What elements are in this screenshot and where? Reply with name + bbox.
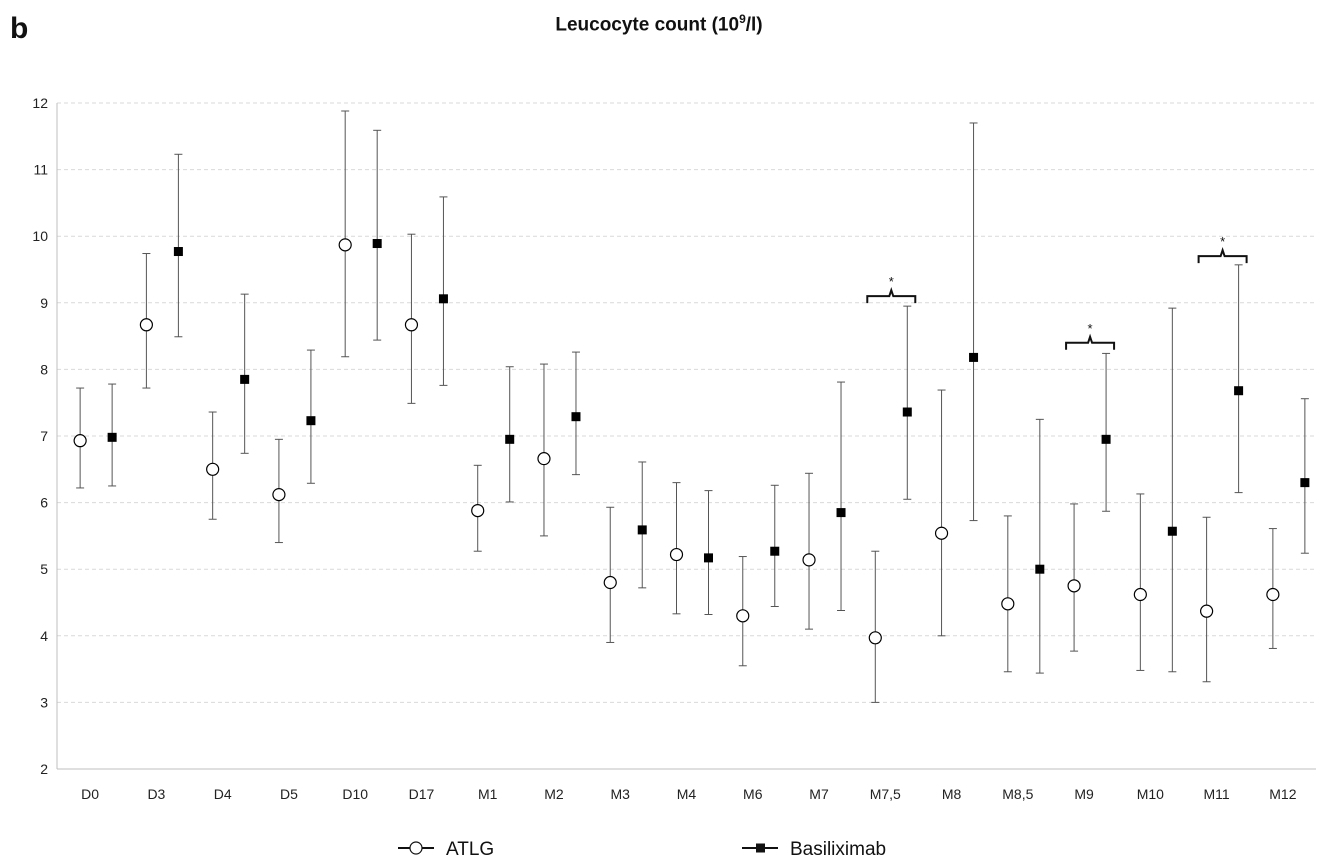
x-tick-label: M7,5 bbox=[870, 786, 901, 802]
axes: 2 3 4 5 6 7 8 9 10 11 12 D0 D3 D4 D5 D10 D17 M1 M2 M3 M4 M6 M7… bbox=[32, 95, 1316, 802]
grid-lines bbox=[57, 102, 1316, 703]
atlg-point bbox=[868, 631, 882, 645]
atlg-point bbox=[1266, 587, 1280, 602]
basiliximab-point bbox=[372, 239, 382, 249]
x-tick-label: D0 bbox=[81, 786, 99, 802]
y-tick-label: 9 bbox=[40, 295, 48, 311]
basiliximab-point bbox=[1234, 386, 1244, 396]
x-tick-label: D5 bbox=[280, 786, 298, 802]
legend-label-atlg: ATLG bbox=[446, 839, 494, 859]
x-tick-label: M7 bbox=[809, 786, 829, 802]
y-tick-label: 3 bbox=[40, 694, 48, 710]
x-tick-label: D4 bbox=[214, 786, 232, 802]
atlg-point bbox=[537, 452, 551, 466]
y-tick-label: 4 bbox=[40, 628, 48, 644]
basiliximab-point bbox=[836, 508, 846, 518]
significance-bracket bbox=[1197, 247, 1248, 264]
atlg-point bbox=[73, 434, 87, 448]
x-tick-label: M6 bbox=[743, 786, 763, 802]
x-tick-label: M3 bbox=[611, 786, 631, 802]
basiliximab-point bbox=[1300, 478, 1310, 488]
significance-bracket bbox=[866, 286, 917, 304]
y-tick-label: 12 bbox=[32, 95, 48, 111]
atlg-point bbox=[669, 547, 684, 562]
atlg-point bbox=[802, 553, 816, 567]
significance-star: * bbox=[889, 274, 894, 289]
basiliximab-point bbox=[1101, 434, 1111, 444]
basiliximab-point bbox=[173, 247, 183, 257]
basiliximab-point bbox=[770, 546, 780, 556]
basiliximab-point bbox=[1035, 564, 1045, 574]
series-basiliximab bbox=[107, 122, 1310, 674]
atlg-point bbox=[206, 462, 220, 476]
basiliximab-point bbox=[969, 352, 979, 362]
y-tick-label: 11 bbox=[33, 162, 48, 178]
basiliximab-point bbox=[902, 407, 912, 417]
basiliximab-point bbox=[637, 525, 647, 535]
y-tick-label: 2 bbox=[40, 761, 48, 777]
basiliximab-point bbox=[571, 412, 581, 422]
y-tick-label: 7 bbox=[40, 428, 48, 444]
atlg-point bbox=[272, 488, 286, 502]
basiliximab-point bbox=[1167, 526, 1177, 536]
chart-title-superscript: 9 bbox=[739, 12, 746, 26]
significance-star: * bbox=[1220, 234, 1225, 249]
legend-marker-basiliximab bbox=[756, 843, 765, 853]
x-tick-label: D10 bbox=[342, 786, 368, 802]
legend-marker-atlg bbox=[409, 841, 423, 855]
atlg-point bbox=[1001, 597, 1015, 611]
atlg-point bbox=[471, 503, 485, 518]
panel-letter: b bbox=[10, 12, 29, 45]
y-tick-label: 6 bbox=[40, 495, 48, 511]
significance-star: * bbox=[1088, 321, 1093, 336]
legend: ATLG Basiliximab bbox=[398, 839, 886, 859]
x-tick-label: M8 bbox=[942, 786, 962, 802]
y-tick-label: 5 bbox=[40, 561, 48, 577]
chart-title-main: Leucocyte count (10 bbox=[555, 14, 740, 36]
atlg-point bbox=[934, 526, 949, 540]
series-atlg bbox=[73, 110, 1280, 703]
significance-bracket bbox=[1065, 333, 1116, 350]
basiliximab-point bbox=[505, 434, 515, 444]
x-tick-label: M12 bbox=[1269, 786, 1296, 802]
x-tick-label: M2 bbox=[544, 786, 564, 802]
atlg-point bbox=[1133, 587, 1147, 602]
chart-title-end: /l) bbox=[745, 14, 763, 36]
basiliximab-point bbox=[306, 416, 316, 426]
x-tick-label: M11 bbox=[1204, 786, 1230, 802]
data-series bbox=[73, 110, 1310, 703]
x-tick-label: D17 bbox=[409, 786, 435, 802]
x-tick-label: M9 bbox=[1074, 786, 1094, 802]
atlg-point bbox=[404, 318, 419, 332]
atlg-point bbox=[736, 609, 750, 623]
chart-title: Leucocyte count (109/l) bbox=[0, 12, 1318, 36]
x-tick-label: M10 bbox=[1137, 786, 1164, 802]
significance-annotations: * * * bbox=[866, 234, 1248, 350]
y-tick-label: 8 bbox=[40, 361, 48, 377]
atlg-point bbox=[1067, 579, 1081, 593]
basiliximab-point bbox=[107, 432, 117, 442]
y-tick-label: 10 bbox=[32, 228, 48, 244]
basiliximab-point bbox=[240, 374, 250, 384]
basiliximab-point bbox=[438, 294, 448, 304]
x-tick-label: M4 bbox=[677, 786, 697, 802]
atlg-point bbox=[603, 575, 617, 590]
atlg-point bbox=[139, 318, 153, 332]
x-tick-label: M1 bbox=[478, 786, 498, 802]
x-tick-label: M8,5 bbox=[1002, 786, 1033, 802]
basiliximab-point bbox=[704, 553, 713, 563]
x-tick-label: D3 bbox=[147, 786, 165, 802]
atlg-point bbox=[338, 238, 352, 252]
legend-label-basiliximab: Basiliximab bbox=[790, 839, 886, 859]
atlg-point bbox=[1200, 604, 1214, 618]
